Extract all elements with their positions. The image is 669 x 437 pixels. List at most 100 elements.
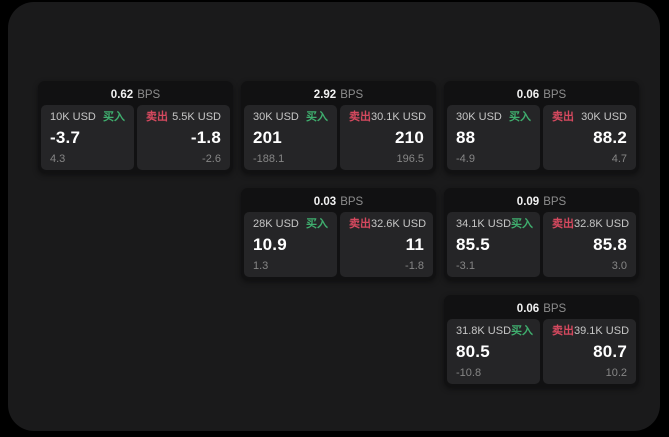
buy-panel-top-row: 28K USD 买入: [253, 218, 328, 230]
buy-panel[interactable]: 30K USD 买入 201 -188.1: [244, 105, 337, 170]
sell-price: 80.7: [593, 342, 627, 361]
buy-price: 10.9: [253, 235, 287, 254]
bps-value: 0.06: [516, 302, 540, 315]
sell-amount: 30K USD: [581, 111, 627, 123]
bps-card: 0.09 BPS 34.1K USD 买入 85.5 -3.1 卖出 32.8K…: [444, 188, 639, 280]
bps-card-header: 0.06 BPS: [447, 298, 636, 319]
sell-panel-top-row: 卖出 30.1K USD: [349, 111, 427, 123]
bps-card: 0.03 BPS 28K USD 买入 10.9 1.3 卖出 32.6K US…: [241, 188, 436, 280]
sell-panel-top-row: 卖出 32.6K USD: [349, 218, 427, 230]
bps-unit-label: BPS: [543, 302, 567, 315]
buy-panel[interactable]: 10K USD 买入 -3.7 4.3: [41, 105, 134, 170]
buy-delta: 4.3: [50, 153, 66, 165]
bps-card: 0.06 BPS 31.8K USD 买入 80.5 -10.8 卖出 39.1…: [444, 295, 639, 387]
buy-amount: 34.1K USD: [456, 218, 512, 230]
bps-card-header: 0.09 BPS: [447, 191, 636, 212]
sell-price: 210: [395, 128, 424, 147]
bps-card-body: 30K USD 买入 88 -4.9 卖出 30K USD 88.2 4.7: [447, 105, 636, 170]
buy-label: 买入: [509, 111, 531, 123]
buy-delta: 1.3: [253, 260, 269, 272]
bps-card-header: 0.06 BPS: [447, 84, 636, 105]
bps-unit-label: BPS: [340, 88, 364, 101]
bps-value: 0.03: [313, 195, 337, 208]
buy-price: 88: [456, 128, 476, 147]
buy-panel-top-row: 30K USD 买入: [253, 111, 328, 123]
sell-price: 88.2: [593, 128, 627, 147]
buy-delta: -3.1: [456, 260, 475, 272]
buy-amount: 30K USD: [456, 111, 502, 123]
bps-card-body: 31.8K USD 买入 80.5 -10.8 卖出 39.1K USD 80.…: [447, 319, 636, 384]
buy-panel-top-row: 34.1K USD 买入: [456, 218, 534, 230]
buy-panel-top-row: 30K USD 买入: [456, 111, 531, 123]
sell-panel-top-row: 卖出 39.1K USD: [552, 325, 630, 337]
sell-amount: 39.1K USD: [574, 325, 630, 337]
sell-panel[interactable]: 卖出 32.8K USD 85.8 3.0: [543, 212, 636, 277]
bps-card: 0.06 BPS 30K USD 买入 88 -4.9 卖出 30K USD 8…: [444, 81, 639, 173]
buy-label: 买入: [306, 111, 328, 123]
sell-amount: 5.5K USD: [172, 111, 221, 123]
bps-card-body: 28K USD 买入 10.9 1.3 卖出 32.6K USD 11 -1.8: [244, 212, 433, 277]
buy-price: -3.7: [50, 128, 81, 147]
bps-unit-label: BPS: [543, 88, 567, 101]
bps-card-body: 10K USD 买入 -3.7 4.3 卖出 5.5K USD -1.8 -2.…: [41, 105, 230, 170]
sell-panel[interactable]: 卖出 30K USD 88.2 4.7: [543, 105, 636, 170]
bps-card: 0.62 BPS 10K USD 买入 -3.7 4.3 卖出 5.5K USD…: [38, 81, 233, 173]
bps-card-header: 0.62 BPS: [41, 84, 230, 105]
sell-delta: 10.2: [605, 367, 627, 379]
buy-panel[interactable]: 34.1K USD 买入 85.5 -3.1: [447, 212, 540, 277]
bps-card-body: 30K USD 买入 201 -188.1 卖出 30.1K USD 210 1…: [244, 105, 433, 170]
sell-label: 卖出: [552, 218, 574, 230]
sell-amount: 30.1K USD: [371, 111, 427, 123]
buy-delta: -188.1: [253, 153, 285, 165]
bps-value: 0.06: [516, 88, 540, 101]
sell-price: -1.8: [190, 128, 221, 147]
sell-panel-top-row: 卖出 30K USD: [552, 111, 627, 123]
buy-label: 买入: [103, 111, 125, 123]
bps-unit-label: BPS: [543, 195, 567, 208]
bps-value: 2.92: [313, 88, 337, 101]
buy-amount: 28K USD: [253, 218, 299, 230]
sell-panel[interactable]: 卖出 32.6K USD 11 -1.8: [340, 212, 433, 277]
sell-price: 11: [405, 235, 424, 254]
bps-value: 0.62: [110, 88, 134, 101]
sell-panel-top-row: 卖出 5.5K USD: [146, 111, 221, 123]
buy-amount: 31.8K USD: [456, 325, 512, 337]
sell-label: 卖出: [349, 111, 371, 123]
buy-label: 买入: [306, 218, 328, 230]
sell-delta: 4.7: [611, 153, 627, 165]
bps-card: 2.92 BPS 30K USD 买入 201 -188.1 卖出 30.1K …: [241, 81, 436, 173]
buy-label: 买入: [511, 218, 534, 230]
buy-panel-top-row: 31.8K USD 买入: [456, 325, 534, 337]
bps-card-header: 2.92 BPS: [244, 84, 433, 105]
buy-panel[interactable]: 28K USD 买入 10.9 1.3: [244, 212, 337, 277]
sell-label: 卖出: [349, 218, 371, 230]
sell-amount: 32.8K USD: [574, 218, 630, 230]
buy-amount: 10K USD: [50, 111, 96, 123]
sell-delta: 3.0: [611, 260, 627, 272]
buy-label: 买入: [511, 325, 534, 337]
sell-panel-top-row: 卖出 32.8K USD: [552, 218, 630, 230]
bps-value: 0.09: [516, 195, 540, 208]
buy-price: 80.5: [456, 342, 490, 361]
bps-unit-label: BPS: [340, 195, 364, 208]
sell-label: 卖出: [146, 111, 168, 123]
buy-panel[interactable]: 30K USD 买入 88 -4.9: [447, 105, 540, 170]
sell-delta: -2.6: [202, 153, 221, 165]
buy-panel-top-row: 10K USD 买入: [50, 111, 125, 123]
buy-amount: 30K USD: [253, 111, 299, 123]
sell-delta: 196.5: [396, 153, 424, 165]
sell-panel[interactable]: 卖出 5.5K USD -1.8 -2.6: [137, 105, 230, 170]
buy-delta: -10.8: [456, 367, 482, 379]
sell-label: 卖出: [552, 111, 574, 123]
bps-card-header: 0.03 BPS: [244, 191, 433, 212]
sell-label: 卖出: [552, 325, 574, 337]
buy-panel[interactable]: 31.8K USD 买入 80.5 -10.8: [447, 319, 540, 384]
sell-delta: -1.8: [405, 260, 424, 272]
buy-price: 85.5: [456, 235, 490, 254]
bps-unit-label: BPS: [137, 88, 161, 101]
sell-panel[interactable]: 卖出 30.1K USD 210 196.5: [340, 105, 433, 170]
sell-amount: 32.6K USD: [371, 218, 427, 230]
sell-panel[interactable]: 卖出 39.1K USD 80.7 10.2: [543, 319, 636, 384]
sell-price: 85.8: [593, 235, 627, 254]
